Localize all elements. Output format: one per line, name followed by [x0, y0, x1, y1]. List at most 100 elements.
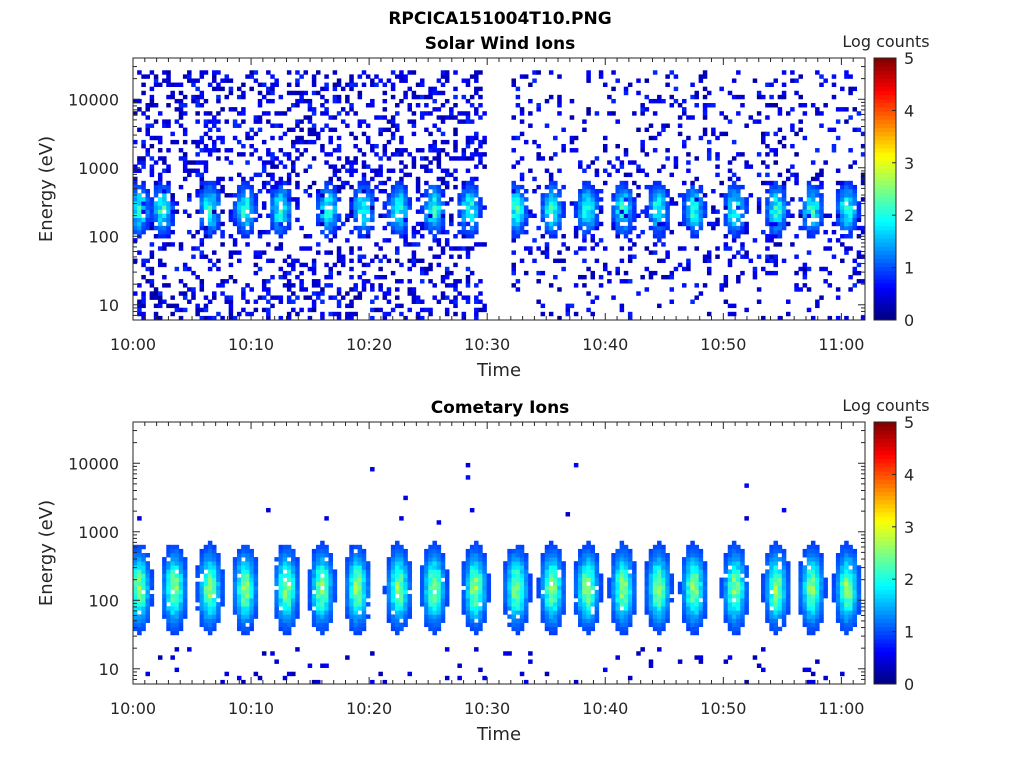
spectrogram-cell	[137, 283, 142, 288]
spectrogram-cell	[557, 602, 562, 607]
spectrogram-cell	[149, 135, 155, 141]
spectrogram-cell	[145, 602, 150, 607]
colorbar-segment	[874, 70, 896, 75]
spectrogram-cell	[515, 94, 521, 100]
spectrogram-cell	[349, 86, 354, 92]
spectrogram-cell	[553, 209, 558, 214]
spectrogram-cell	[840, 258, 845, 264]
spectrogram-cell	[386, 610, 392, 615]
spectrogram-cell	[316, 90, 321, 96]
spectrogram-cell	[278, 295, 284, 300]
spectrogram-cell	[241, 94, 246, 100]
spectrogram-cell	[615, 221, 620, 227]
spectrogram-cell	[353, 295, 358, 300]
spectrogram-cell	[282, 602, 288, 607]
spectrogram-cell	[328, 561, 333, 566]
spectrogram-cell	[336, 291, 342, 296]
spectrogram-cell	[461, 78, 467, 83]
spectrogram-cell	[519, 573, 525, 578]
spectrogram-cell	[182, 593, 188, 599]
spectrogram-cell	[852, 193, 858, 198]
spectrogram-cell	[835, 135, 841, 141]
spectrogram-cell	[540, 193, 546, 198]
spectrogram-cell	[444, 577, 450, 582]
spectrogram-cell	[632, 225, 637, 231]
spectrogram-cell	[752, 270, 758, 276]
spectrogram-cell	[361, 283, 367, 288]
spectrogram-cell	[403, 225, 408, 231]
spectrogram-cell	[523, 229, 529, 235]
spectrogram-cell	[403, 221, 408, 227]
spectrogram-cell	[561, 606, 566, 611]
spectrogram-cell	[316, 548, 321, 554]
spectrogram-cell	[586, 626, 591, 632]
spectrogram-cell	[465, 168, 471, 173]
spectrogram-cell	[316, 581, 321, 587]
spectrogram-cell	[378, 172, 383, 178]
spectrogram-cell	[815, 213, 820, 218]
spectrogram-cell	[469, 176, 475, 182]
spectrogram-cell	[548, 557, 554, 562]
spectrogram-cell	[440, 557, 446, 562]
spectrogram-cell	[569, 148, 575, 153]
spectrogram-cell	[802, 262, 808, 268]
spectrogram-cell	[261, 139, 267, 145]
spectrogram-cell	[395, 127, 400, 133]
spectrogram-cell	[432, 139, 437, 145]
spectrogram-cell	[415, 82, 421, 87]
spectrogram-cell	[332, 164, 338, 169]
spectrogram-cell	[141, 225, 146, 231]
spectrogram-cell	[810, 234, 816, 239]
spectrogram-cell	[345, 614, 350, 619]
spectrogram-cell	[153, 311, 159, 317]
spectrogram-cell	[594, 189, 600, 194]
panel-title: Solar Wind Ions	[425, 34, 576, 54]
spectrogram-cell	[519, 671, 525, 677]
spectrogram-cell	[278, 622, 284, 628]
spectrogram-cell	[370, 148, 375, 153]
spectrogram-cell	[199, 176, 205, 182]
spectrogram-cell	[511, 548, 516, 554]
spectrogram-cell	[598, 593, 604, 599]
spectrogram-cell	[519, 602, 525, 607]
spectrogram-cell	[748, 193, 754, 198]
spectrogram-cell	[686, 135, 691, 141]
spectrogram-cell	[419, 193, 425, 198]
spectrogram-cell	[370, 189, 375, 194]
spectrogram-cell	[203, 553, 209, 558]
spectrogram-cell	[623, 561, 629, 566]
spectrogram-cell	[694, 201, 699, 206]
spectrogram-cell	[145, 279, 150, 284]
spectrogram-cell	[216, 148, 221, 153]
spectrogram-cell	[682, 246, 687, 251]
spectrogram-cell	[232, 606, 238, 611]
spectrogram-cell	[199, 250, 205, 255]
spectrogram-cell	[644, 184, 650, 190]
spectrogram-cell	[145, 561, 150, 566]
spectrogram-cell	[220, 569, 225, 574]
spectrogram-cell	[245, 581, 250, 587]
spectrogram-cell	[586, 573, 591, 578]
spectrogram-cell	[236, 209, 242, 214]
spectrogram-cell	[827, 127, 833, 133]
spectrogram-cell	[411, 156, 417, 161]
spectrogram-cell	[178, 307, 184, 313]
spectrogram-cell	[519, 544, 525, 550]
spectrogram-cell	[332, 569, 338, 574]
spectrogram-cell	[212, 115, 217, 120]
spectrogram-cell	[590, 593, 596, 599]
spectrogram-cell	[848, 246, 853, 251]
spectrogram-cell	[357, 614, 363, 619]
spectrogram-cell	[819, 168, 824, 173]
spectrogram-cell	[166, 577, 171, 582]
spectrogram-cell	[469, 225, 475, 231]
spectrogram-cell	[182, 561, 188, 566]
spectrogram-cell	[166, 201, 171, 206]
spectrogram-cell	[133, 258, 138, 264]
spectrogram-cell	[831, 94, 837, 100]
spectrogram-cell	[361, 622, 367, 628]
spectrogram-cell	[195, 139, 200, 145]
spectrogram-cell	[557, 193, 562, 198]
spectrogram-cell	[307, 131, 313, 137]
spectrogram-cell	[548, 156, 554, 161]
